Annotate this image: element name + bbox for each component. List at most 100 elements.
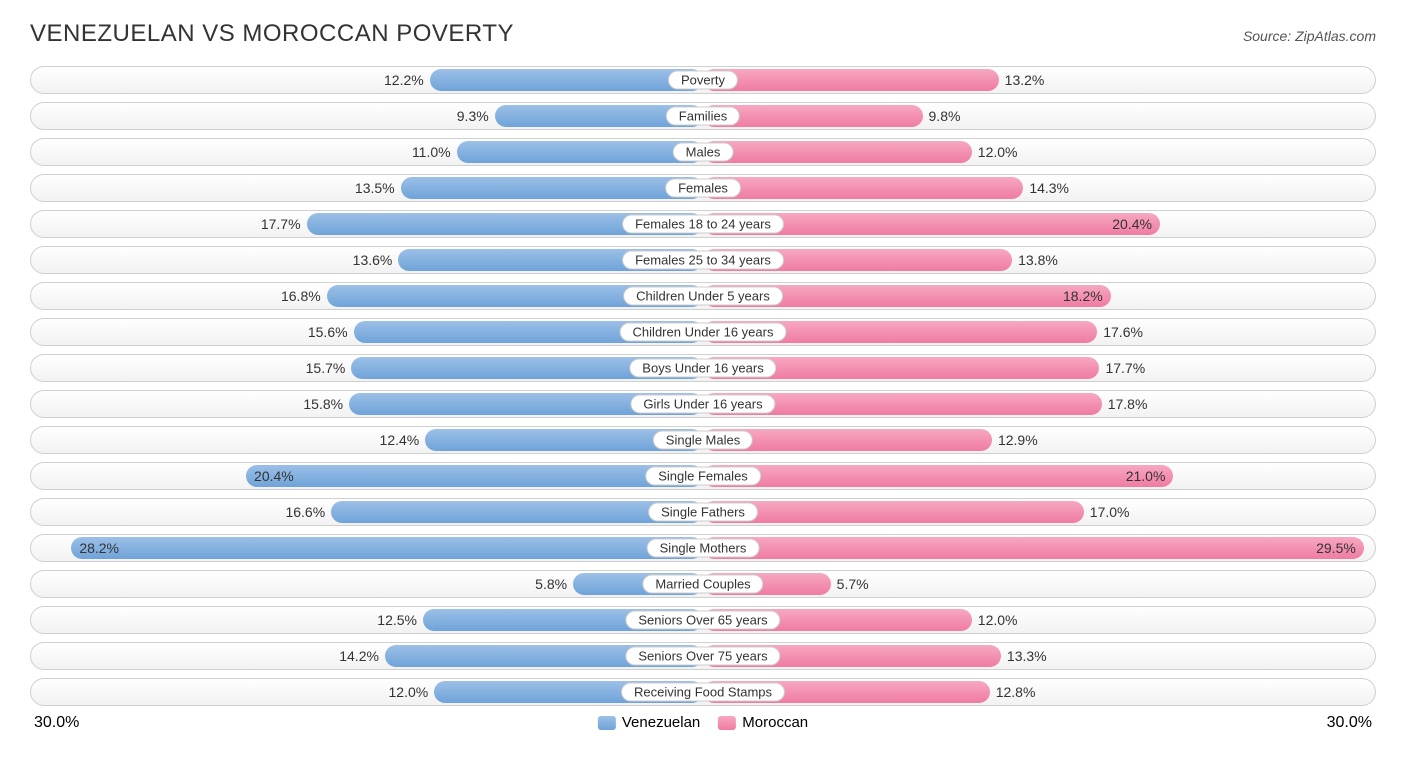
left-half: 16.8% bbox=[31, 283, 703, 309]
left-half: 12.5% bbox=[31, 607, 703, 633]
bar-left bbox=[246, 465, 703, 487]
right-half: 21.0% bbox=[703, 463, 1375, 489]
right-half: 20.4% bbox=[703, 211, 1375, 237]
value-right: 5.7% bbox=[837, 576, 869, 592]
chart-row: 12.0% 12.8% Receiving Food Stamps bbox=[30, 678, 1376, 706]
category-label: Females 25 to 34 years bbox=[622, 251, 784, 270]
category-label: Boys Under 16 years bbox=[629, 359, 776, 378]
left-half: 5.8% bbox=[31, 571, 703, 597]
chart-row: 11.0% 12.0% Males bbox=[30, 138, 1376, 166]
value-right: 13.3% bbox=[1007, 648, 1047, 664]
value-left: 12.4% bbox=[380, 432, 420, 448]
value-right: 12.9% bbox=[998, 432, 1038, 448]
value-left: 28.2% bbox=[79, 540, 119, 556]
left-half: 13.6% bbox=[31, 247, 703, 273]
category-label: Single Mothers bbox=[647, 539, 760, 558]
value-left: 5.8% bbox=[535, 576, 567, 592]
right-half: 13.3% bbox=[703, 643, 1375, 669]
value-right: 17.0% bbox=[1090, 504, 1130, 520]
category-label: Single Fathers bbox=[648, 503, 758, 522]
chart-row: 16.6% 17.0% Single Fathers bbox=[30, 498, 1376, 526]
right-half: 12.0% bbox=[703, 607, 1375, 633]
bar-left bbox=[71, 537, 703, 559]
chart-row: 13.6% 13.8% Females 25 to 34 years bbox=[30, 246, 1376, 274]
value-right: 20.4% bbox=[1112, 216, 1152, 232]
bar-right bbox=[703, 501, 1084, 523]
right-half: 5.7% bbox=[703, 571, 1375, 597]
value-right: 14.3% bbox=[1029, 180, 1069, 196]
right-half: 9.8% bbox=[703, 103, 1375, 129]
legend-item-left: Venezuelan bbox=[598, 714, 700, 731]
right-half: 13.8% bbox=[703, 247, 1375, 273]
chart-row: 14.2% 13.3% Seniors Over 75 years bbox=[30, 642, 1376, 670]
value-right: 9.8% bbox=[929, 108, 961, 124]
right-half: 17.8% bbox=[703, 391, 1375, 417]
value-left: 12.5% bbox=[377, 612, 417, 628]
left-half: 16.6% bbox=[31, 499, 703, 525]
value-left: 16.6% bbox=[285, 504, 325, 520]
chart-row: 16.8% 18.2% Children Under 5 years bbox=[30, 282, 1376, 310]
chart-source: Source: ZipAtlas.com bbox=[1243, 28, 1376, 44]
category-label: Children Under 16 years bbox=[620, 323, 787, 342]
bar-left bbox=[430, 69, 703, 91]
chart-row: 13.5% 14.3% Females bbox=[30, 174, 1376, 202]
value-left: 15.6% bbox=[308, 324, 348, 340]
value-left: 20.4% bbox=[254, 468, 294, 484]
chart-row: 15.7% 17.7% Boys Under 16 years bbox=[30, 354, 1376, 382]
category-label: Single Males bbox=[653, 431, 753, 450]
right-half: 13.2% bbox=[703, 67, 1375, 93]
category-label: Receiving Food Stamps bbox=[621, 683, 785, 702]
right-half: 12.9% bbox=[703, 427, 1375, 453]
value-right: 12.8% bbox=[996, 684, 1036, 700]
category-label: Married Couples bbox=[642, 575, 763, 594]
value-left: 17.7% bbox=[261, 216, 301, 232]
chart-row: 17.7% 20.4% Females 18 to 24 years bbox=[30, 210, 1376, 238]
chart-header: VENEZUELAN VS MOROCCAN POVERTY Source: Z… bbox=[30, 20, 1376, 48]
legend: Venezuelan Moroccan bbox=[598, 714, 808, 731]
value-left: 11.0% bbox=[412, 144, 451, 160]
value-right: 29.5% bbox=[1316, 540, 1356, 556]
value-left: 15.8% bbox=[303, 396, 343, 412]
chart-row: 28.2% 29.5% Single Mothers bbox=[30, 534, 1376, 562]
left-half: 15.6% bbox=[31, 319, 703, 345]
left-half: 12.0% bbox=[31, 679, 703, 705]
value-right: 12.0% bbox=[978, 144, 1018, 160]
category-label: Seniors Over 65 years bbox=[625, 611, 780, 630]
left-half: 9.3% bbox=[31, 103, 703, 129]
chart-row: 12.2% 13.2% Poverty bbox=[30, 66, 1376, 94]
left-half: 28.2% bbox=[31, 535, 703, 561]
left-half: 11.0% bbox=[31, 139, 703, 165]
category-label: Seniors Over 75 years bbox=[625, 647, 780, 666]
right-half: 18.2% bbox=[703, 283, 1375, 309]
category-label: Families bbox=[666, 107, 740, 126]
value-left: 12.2% bbox=[384, 72, 424, 88]
value-right: 17.8% bbox=[1108, 396, 1148, 412]
diverging-bar-chart: 12.2% 13.2% Poverty 9.3% 9.8% Families 1… bbox=[30, 66, 1376, 706]
left-half: 12.2% bbox=[31, 67, 703, 93]
category-label: Single Females bbox=[645, 467, 761, 486]
right-half: 14.3% bbox=[703, 175, 1375, 201]
right-half: 17.0% bbox=[703, 499, 1375, 525]
value-right: 12.0% bbox=[978, 612, 1018, 628]
bar-right bbox=[703, 177, 1023, 199]
value-left: 9.3% bbox=[457, 108, 489, 124]
right-half: 12.0% bbox=[703, 139, 1375, 165]
value-right: 18.2% bbox=[1063, 288, 1103, 304]
legend-item-right: Moroccan bbox=[718, 714, 808, 731]
bar-right bbox=[703, 537, 1364, 559]
left-half: 17.7% bbox=[31, 211, 703, 237]
right-half: 17.7% bbox=[703, 355, 1375, 381]
value-right: 17.6% bbox=[1103, 324, 1143, 340]
legend-label-right: Moroccan bbox=[742, 714, 808, 731]
category-label: Girls Under 16 years bbox=[630, 395, 775, 414]
left-half: 15.7% bbox=[31, 355, 703, 381]
left-half: 12.4% bbox=[31, 427, 703, 453]
value-left: 13.6% bbox=[353, 252, 393, 268]
bar-right bbox=[703, 69, 999, 91]
left-half: 13.5% bbox=[31, 175, 703, 201]
chart-row: 9.3% 9.8% Families bbox=[30, 102, 1376, 130]
category-label: Females 18 to 24 years bbox=[622, 215, 784, 234]
value-left: 12.0% bbox=[389, 684, 429, 700]
chart-title: VENEZUELAN VS MOROCCAN POVERTY bbox=[30, 20, 514, 48]
value-left: 14.2% bbox=[339, 648, 379, 664]
